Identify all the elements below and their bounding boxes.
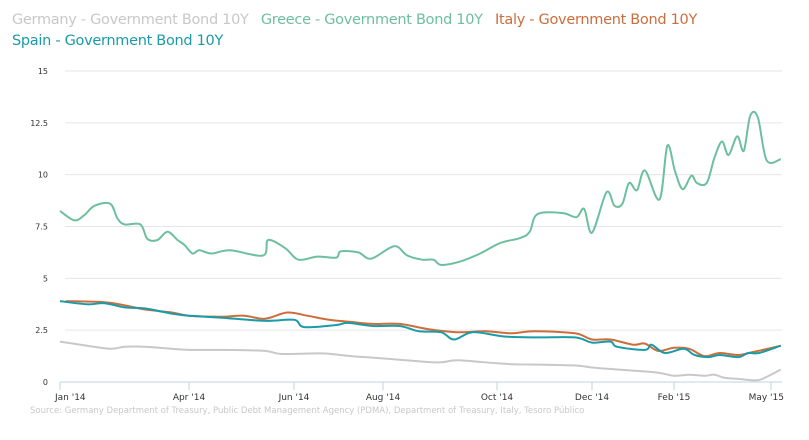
series-line-greece xyxy=(59,110,782,266)
y-tick-label: 2.5 xyxy=(35,326,48,335)
y-tick-label: 15 xyxy=(38,67,48,76)
legend-item-spain[interactable]: Spain - Government Bond 10Y xyxy=(12,33,224,49)
x-tick-label: Feb '15 xyxy=(658,393,691,403)
x-tick-label: Jun '14 xyxy=(278,393,310,403)
legend-item-greece[interactable]: Greece - Government Bond 10Y xyxy=(260,12,483,28)
legend-item-germany[interactable]: Germany - Government Bond 10Y xyxy=(12,12,249,28)
series-line-spain xyxy=(59,300,782,359)
y-tick-label: 12.5 xyxy=(30,119,48,128)
source-note: Source: Germany Department of Treasury, … xyxy=(30,406,585,416)
y-tick-label: 5 xyxy=(43,274,48,283)
x-tick-label: Jan '14 xyxy=(54,393,86,403)
x-tick-label: Apr '14 xyxy=(173,393,206,403)
series-line-germany xyxy=(59,340,782,382)
x-tick-label: May '15 xyxy=(749,393,784,403)
legend: Germany - Government Bond 10Y Greece - G… xyxy=(12,10,732,52)
legend-item-italy[interactable]: Italy - Government Bond 10Y xyxy=(495,12,698,28)
x-tick-label: Oct '14 xyxy=(481,393,514,403)
x-tick-label: Aug '14 xyxy=(366,393,401,403)
x-tick-label: Dec '14 xyxy=(575,393,609,403)
y-tick-label: 7.5 xyxy=(35,223,48,232)
y-tick-label: 10 xyxy=(38,171,48,180)
y-tick-label: 0 xyxy=(43,378,48,387)
